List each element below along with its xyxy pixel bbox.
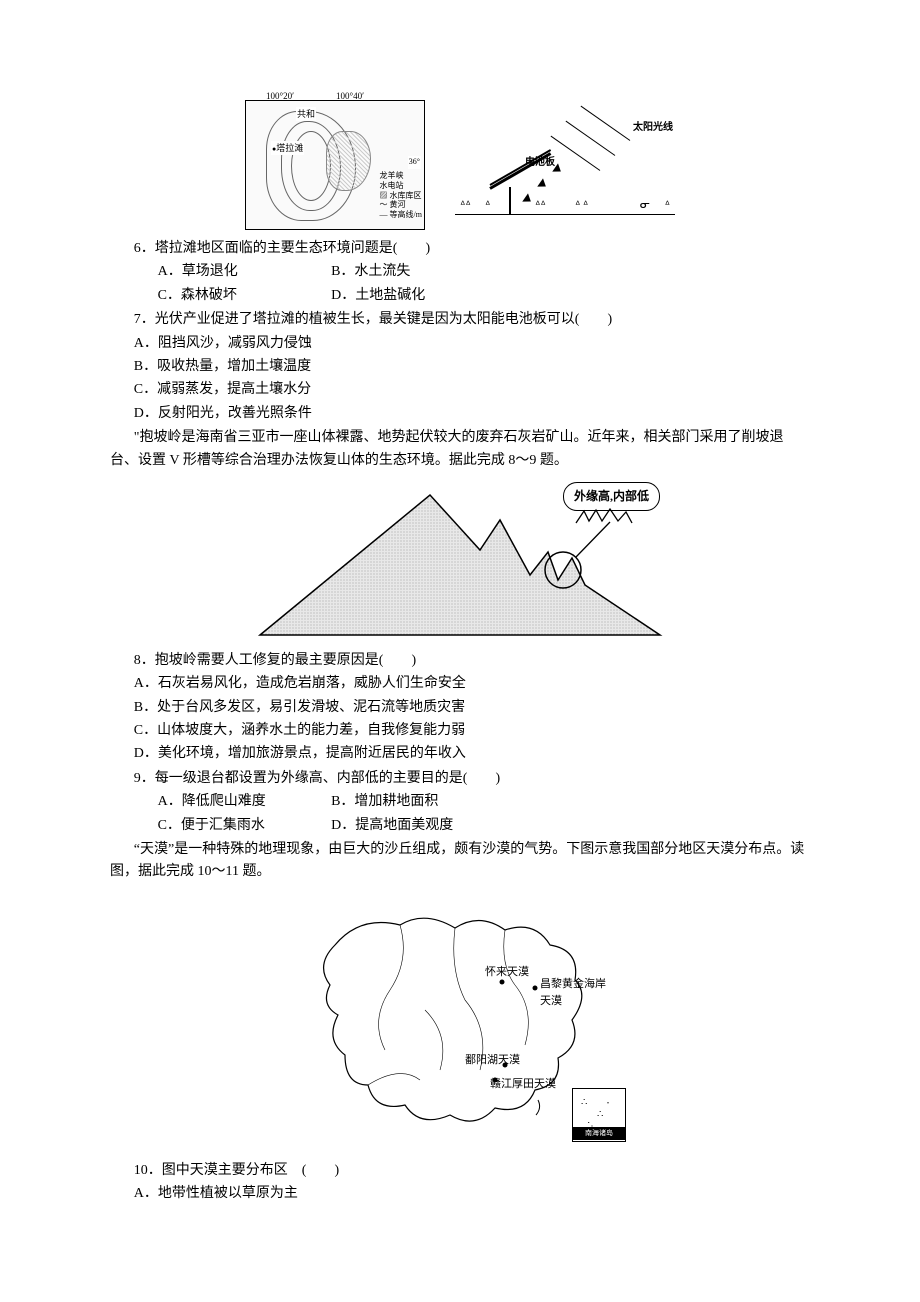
ray-arrow <box>537 178 548 190</box>
island-dot: ∴ <box>581 1095 587 1111</box>
panel-post <box>509 187 511 215</box>
lat-label: 36° <box>408 156 421 169</box>
taiwan-outline <box>536 1100 540 1115</box>
callout-profile <box>574 507 634 527</box>
q6-option-a: A．草场退化 <box>134 261 304 283</box>
legend-longyangxia: 龙羊峡 水电站 <box>380 171 422 190</box>
legend-huanghe: 黄河 <box>390 200 406 209</box>
passage-8-9: "抱坡岭是海南省三亚市一座山体裸露、地势起伏较大的废弃石灰岩矿山。近年来，相关部… <box>110 427 810 472</box>
talatan-map-figure: 100°20′ 100°40′ ●塔拉滩 共和 36° 龙羊峡 水电站 ▨ 水库… <box>245 100 425 230</box>
callout-text: 外缘高,内部低 <box>574 489 649 503</box>
q7-option-d: D．反射阳光，改善光照条件 <box>110 403 810 425</box>
q7-option-c: C．减弱蒸发，提高土壤水分 <box>110 379 810 401</box>
q6-options-row1: A．草场退化 B．水土流失 <box>110 261 810 283</box>
solar-panel-figure: 太阳光线 电池板 ᐞᐞ ᐞ ᐞᐞ ᐞ ᐞ ᓂ ᐞ <box>455 100 675 230</box>
china-map-figure: 怀来天漠 昌黎黄金海岸 天漠 鄱阳湖天漠 赣江厚田天漠 南海诸岛 ∴ ∴ ⋱ ᛫ <box>290 890 630 1150</box>
q7-option-b: B．吸收热量，增加土壤温度 <box>110 356 810 378</box>
question-10: 10．图中天漠主要分布区 ( ) <box>110 1160 810 1182</box>
map-legend: 龙羊峡 水电站 ▨ 水库库区 ～ 黄河 — 等高线/m <box>380 171 422 219</box>
callout-leader <box>576 522 610 557</box>
point-changli <box>533 985 538 990</box>
nanhai-inset: 南海诸岛 ∴ ∴ ⋱ ᛫ <box>572 1088 626 1142</box>
label-poyang: 鄱阳湖天漠 <box>465 1052 520 1070</box>
passage-10-11: “天漠”是一种特殊的地理现象，由巨大的沙丘组成，颇有沙漠的气势。下图示意我国部分… <box>110 839 810 884</box>
q6-option-b: B．水土流失 <box>307 261 410 283</box>
q7-option-a: A．阻挡风沙，减弱风力侵蚀 <box>110 333 810 355</box>
label-huailai: 怀来天漠 <box>485 964 529 982</box>
gonghe-label: 共和 <box>296 107 316 121</box>
map-content: ●塔拉滩 共和 36° 龙羊峡 水电站 ▨ 水库库区 ～ 黄河 — 等高线/m <box>246 101 424 229</box>
sheep-icon: ᓂ <box>640 195 650 214</box>
island-dot: ᛫ <box>605 1097 611 1113</box>
grass-icon: ᐞ <box>485 198 490 214</box>
question-8: 8．抱坡岭需要人工修复的最主要原因是( ) <box>110 650 810 672</box>
mountain-figure: 外缘高,内部低 <box>250 480 670 640</box>
question-7: 7．光伏产业促进了塔拉滩的植被生长，最关键是因为太阳能电池板可以( ) <box>110 309 810 331</box>
nanhai-label: 南海诸岛 <box>573 1127 625 1140</box>
q8-option-d: D．美化环境，增加旅游景点，提高附近居民的年收入 <box>110 743 810 765</box>
question-9: 9．每一级退台都设置为外缘高、内部低的主要目的是( ) <box>110 768 810 790</box>
q8-option-c: C．山体坡度大，涵养水土的能力差，自我修复能力弱 <box>110 720 810 742</box>
q9-option-a: A．降低爬山难度 <box>134 791 304 813</box>
q9-option-c: C．便于汇集雨水 <box>134 815 304 837</box>
reservoir-area <box>326 131 371 191</box>
legend-reservoir: 水库库区 <box>390 191 422 200</box>
callout-box: 外缘高,内部低 <box>563 482 660 511</box>
label-ganjiang: 赣江厚田天漠 <box>490 1076 556 1094</box>
q6-option-c: C．森林破坏 <box>134 285 304 307</box>
question-6: 6．塔拉滩地区面临的主要生态环境问题是( ) <box>110 238 810 260</box>
q9-options-row1: A．降低爬山难度 B．增加耕地面积 <box>110 791 810 813</box>
label-changli: 昌黎黄金海岸 天漠 <box>540 976 606 1011</box>
q9-option-b: B．增加耕地面积 <box>307 791 438 813</box>
island-dot: ⋱ <box>587 1119 597 1135</box>
grass-icon: ᐞᐞ <box>535 198 546 214</box>
q8-option-b: B．处于台风多发区，易引发滑坡、泥石流等地质灾害 <box>110 697 810 719</box>
grass-icon: ᐞ ᐞ <box>575 198 588 214</box>
q10-option-a: A．地带性植被以草原为主 <box>110 1183 810 1205</box>
q6-option-d: D．土地盐碱化 <box>307 285 425 307</box>
q6-options-row2: C．森林破坏 D．土地盐碱化 <box>110 285 810 307</box>
grass-icon: ᐞᐞ <box>460 198 471 214</box>
island-dot: ∴ <box>597 1107 603 1123</box>
talatan-text: 塔拉滩 <box>276 143 303 153</box>
legend-contour: 等高线/m <box>390 210 422 219</box>
figure-row-top: 100°20′ 100°40′ ●塔拉滩 共和 36° 龙羊峡 水电站 ▨ 水库… <box>110 100 810 230</box>
ray-arrow <box>522 193 533 205</box>
sunlight-label: 太阳光线 <box>633 120 673 136</box>
q8-option-a: A．石灰岩易风化，造成危岩崩落，威胁人们生命安全 <box>110 673 810 695</box>
q9-options-row2: C．便于汇集雨水 D．提高地面美观度 <box>110 815 810 837</box>
q9-option-d: D．提高地面美观度 <box>307 815 453 837</box>
grass-icon: ᐞ <box>665 198 670 214</box>
talatan-label: ●塔拉滩 <box>271 141 304 155</box>
